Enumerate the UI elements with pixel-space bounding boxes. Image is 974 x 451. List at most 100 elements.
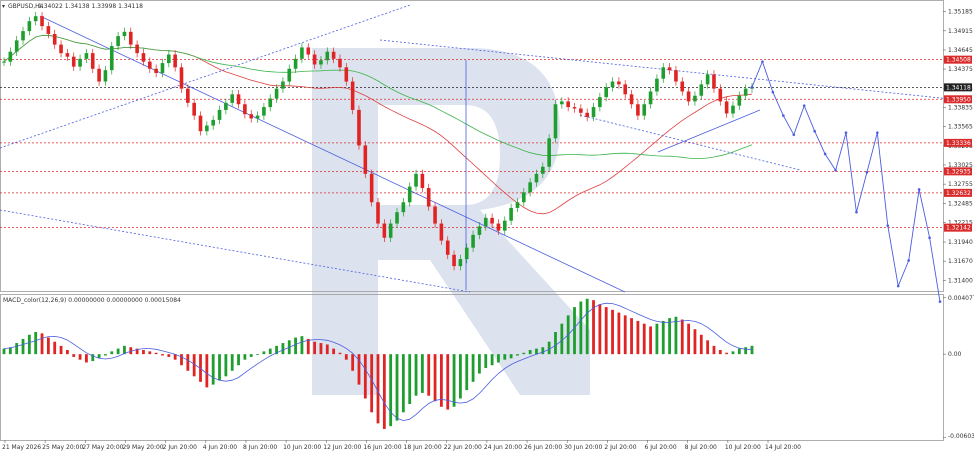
macd-bar xyxy=(509,354,513,359)
macd-bar xyxy=(262,351,266,355)
candle-body xyxy=(623,84,628,95)
macd-tick-label: 0.0040775 xyxy=(948,295,974,302)
macd-bar xyxy=(8,347,12,355)
candle-body xyxy=(483,217,488,227)
macd-bar xyxy=(693,329,697,355)
macd-bar xyxy=(142,350,145,355)
forecast-path xyxy=(751,60,941,302)
forecast-point xyxy=(813,129,816,133)
candle-body xyxy=(147,61,152,69)
time-tick-label: 2 Jun 20:00 xyxy=(163,444,197,451)
price-axis: 1.351851.349151.346451.343751.341051.338… xyxy=(943,9,973,284)
macd-bar xyxy=(636,320,640,355)
candle-body xyxy=(705,74,710,85)
candle-body xyxy=(236,94,241,105)
macd-bar xyxy=(135,348,139,355)
forecast-point xyxy=(792,133,796,137)
macd-bar xyxy=(680,319,684,355)
macd-bar xyxy=(446,354,450,410)
macd-bar xyxy=(699,334,703,355)
macd-bar xyxy=(554,332,557,355)
macd-bar xyxy=(15,343,19,355)
time-tick-label: 6 Jul 20:00 xyxy=(645,444,677,451)
candle-body xyxy=(122,31,127,37)
symbol-header: GBPUSD,H4 xyxy=(8,3,44,10)
price-tick-label: 1.32755 xyxy=(948,181,973,188)
candle-body xyxy=(395,212,399,224)
macd-bar xyxy=(395,354,399,421)
macd-bar xyxy=(332,348,336,355)
candle-body xyxy=(566,101,570,108)
candles-layer xyxy=(2,11,754,271)
macd-bar xyxy=(516,354,519,356)
candle-body xyxy=(268,98,273,108)
candle-body xyxy=(477,226,482,235)
macd-bar xyxy=(338,352,342,355)
price-tick-label: 1.32215 xyxy=(948,219,973,226)
candle-body xyxy=(8,51,13,62)
macd-axis: 0.0040775 0.00 -0.0060305 xyxy=(943,295,974,440)
candle-body xyxy=(452,254,456,267)
price-tick-label: 1.33565 xyxy=(948,124,973,131)
macd-histogram-layer xyxy=(2,298,754,429)
macd-signal-line xyxy=(3,302,752,422)
candle-body xyxy=(21,31,25,41)
price-tick-label: 1.31940 xyxy=(948,239,973,246)
macd-bar xyxy=(27,334,31,355)
macd-tick-label: -0.0060305 xyxy=(948,433,974,440)
price-level-label: 1.32142 xyxy=(946,225,971,232)
price-level-label: 1.33950 xyxy=(946,96,971,103)
candle-body xyxy=(680,81,685,92)
forecast-point xyxy=(761,60,764,63)
candle-body xyxy=(502,220,507,231)
candle-body xyxy=(109,46,114,71)
macd-pane-border xyxy=(0,294,944,441)
macd-bar xyxy=(389,354,393,427)
candle-body xyxy=(490,217,494,224)
trend-line xyxy=(657,109,761,153)
macd-bar xyxy=(357,354,361,385)
macd-bar xyxy=(129,347,133,355)
candle-body xyxy=(528,182,532,193)
macd-bar xyxy=(465,354,469,391)
candle-body xyxy=(743,88,748,96)
candle-body xyxy=(699,84,704,96)
trend-line xyxy=(0,4,411,149)
candle-body xyxy=(598,97,602,108)
candle-body xyxy=(712,74,716,89)
candle-body xyxy=(724,101,729,114)
macd-bar xyxy=(623,315,627,355)
candle-body xyxy=(414,173,418,187)
macd-bar xyxy=(452,354,456,407)
macd-bar xyxy=(351,354,355,371)
candle-body xyxy=(585,112,589,118)
macd-bar xyxy=(503,354,507,360)
macd-bar xyxy=(490,354,494,366)
macd-bar xyxy=(167,354,171,357)
macd-bar xyxy=(110,351,114,355)
candle-body xyxy=(135,44,139,54)
macd-bar xyxy=(72,354,76,357)
macd-bar xyxy=(478,354,481,374)
candle-body xyxy=(211,119,215,126)
macd-bar xyxy=(744,347,748,355)
macd-bar xyxy=(731,351,735,355)
candle-body xyxy=(591,107,596,118)
candle-body xyxy=(718,88,723,102)
candle-body xyxy=(496,223,501,231)
macd-bar xyxy=(642,323,646,355)
candle-body xyxy=(217,109,222,120)
candle-body xyxy=(97,68,101,82)
macd-bar xyxy=(706,340,710,355)
candle-body xyxy=(471,234,475,248)
price-level-tag xyxy=(944,167,972,176)
candle-body xyxy=(636,104,640,116)
candle-body xyxy=(515,202,520,208)
macd-bar xyxy=(186,354,190,371)
candle-body xyxy=(610,81,615,88)
forecast-point xyxy=(750,85,754,89)
candle-body xyxy=(255,115,260,119)
time-tick-label: 21 May 2026 xyxy=(2,444,41,451)
candle-body xyxy=(325,51,330,61)
